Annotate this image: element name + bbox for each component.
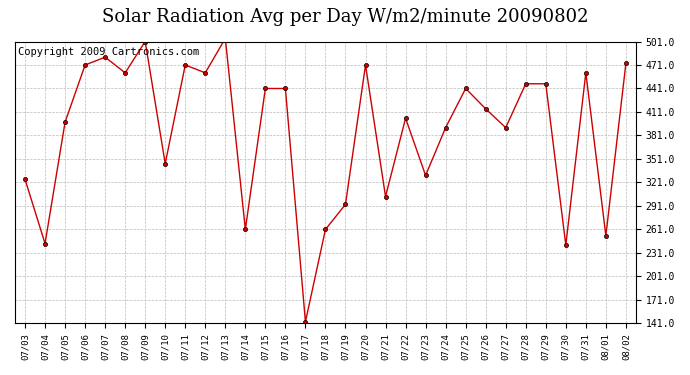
Text: Solar Radiation Avg per Day W/m2/minute 20090802: Solar Radiation Avg per Day W/m2/minute … [101, 8, 589, 26]
Text: Copyright 2009 Cartronics.com: Copyright 2009 Cartronics.com [18, 47, 199, 57]
